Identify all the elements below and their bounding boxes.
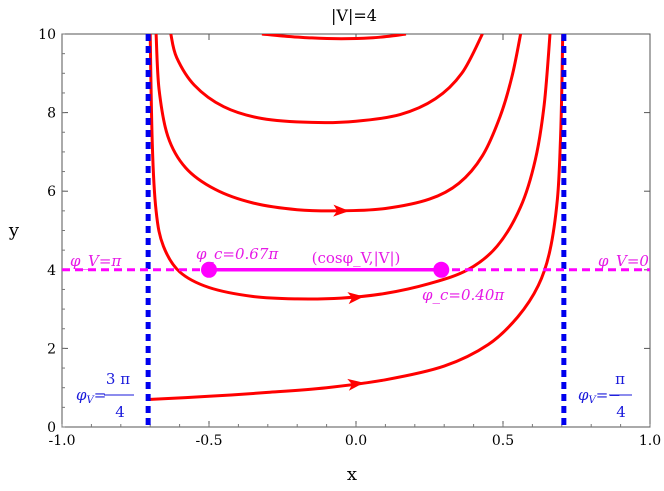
- critical-point-2: [433, 261, 450, 278]
- asymptote-lines: [145, 34, 567, 427]
- y-tick-label: 10: [38, 27, 56, 43]
- phi-bottom-right-prefix: φV=−: [578, 386, 621, 406]
- critical-point-1: [201, 261, 217, 278]
- segment-label: (cosφ_V,|V|): [312, 249, 401, 267]
- x-tick-label: 0.0: [345, 433, 367, 449]
- trajectory-2: [148, 34, 552, 301]
- y-tick-label: 0: [47, 420, 56, 436]
- chart-title: |V|=4: [331, 6, 377, 25]
- phi-bottom-left-denominator: 4: [115, 403, 125, 421]
- x-tick-label: 1.0: [639, 433, 661, 449]
- phi-left-label: φ_V=π: [70, 252, 122, 270]
- tick-labels: -1.0 -0.5 0.0 0.5 1.0 0 2 4 6 8 10: [38, 27, 661, 449]
- flow-arrows: [333, 204, 364, 391]
- trajectory-curves: [148, 34, 565, 401]
- phi-bottom-right-numerator: π: [615, 370, 625, 388]
- phi-bottom-right-denominator: 4: [616, 403, 626, 421]
- y-tick-label: 4: [47, 263, 56, 279]
- trajectory-1: [148, 34, 565, 401]
- y-axis-label: y: [8, 220, 20, 241]
- point-left-label: φ_c=0.67π: [196, 245, 279, 263]
- trajectory-4: [169, 34, 484, 125]
- y-tick-label: 2: [47, 341, 56, 357]
- flow-arrow-3: [333, 204, 350, 217]
- flow-arrow-2: [347, 292, 364, 305]
- x-axis-label: x: [347, 464, 357, 485]
- x-tick-label: -1.0: [49, 433, 76, 449]
- y-tick-label: 6: [47, 184, 56, 200]
- phi-bottom-left-prefix: φV=: [76, 386, 106, 406]
- critical-points: [201, 261, 450, 278]
- point-right-label: φ_c=0.40π: [422, 286, 505, 304]
- phi-right-label: φ_V=0: [598, 252, 649, 270]
- y-tick-label: 8: [47, 106, 56, 122]
- phi-bottom-left-numerator: 3 π: [106, 370, 130, 388]
- x-tick-label: -0.5: [196, 433, 223, 449]
- flow-arrow-1: [347, 378, 364, 391]
- trajectory-5: [261, 34, 407, 41]
- x-tick-label: 0.5: [492, 433, 514, 449]
